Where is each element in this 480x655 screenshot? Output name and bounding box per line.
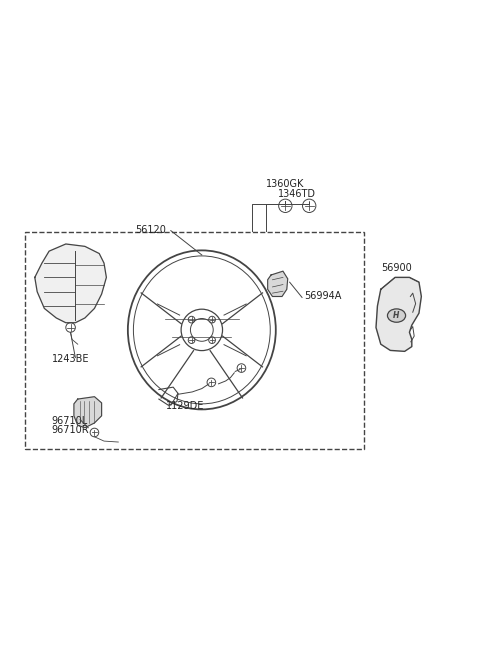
Text: 1129DE: 1129DE [166, 402, 204, 411]
Polygon shape [268, 271, 288, 297]
Polygon shape [35, 244, 107, 323]
Ellipse shape [387, 309, 406, 322]
Polygon shape [74, 397, 102, 428]
Text: 96710R: 96710R [51, 425, 89, 435]
Text: 1346TD: 1346TD [278, 189, 316, 199]
Polygon shape [376, 277, 421, 351]
Text: H: H [393, 311, 400, 320]
Text: 96710L: 96710L [51, 415, 88, 426]
Bar [25, 232, 364, 449]
Text: 56900: 56900 [381, 263, 411, 273]
Text: 56994A: 56994A [304, 291, 342, 301]
Text: 1243BE: 1243BE [51, 354, 89, 364]
Text: 1360GK: 1360GK [266, 179, 305, 189]
Text: 56120: 56120 [135, 225, 166, 234]
